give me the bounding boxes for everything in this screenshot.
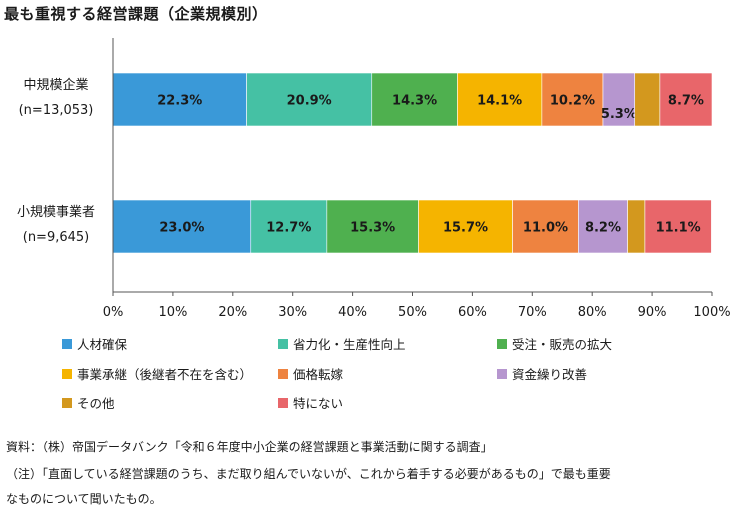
legend-swatch bbox=[278, 398, 288, 408]
x-tick-label: 40% bbox=[338, 305, 367, 320]
bar-segment bbox=[246, 72, 373, 127]
chart-title: 最も重視する経営課題（企業規模別） bbox=[4, 5, 268, 23]
bar-segment bbox=[578, 199, 628, 254]
data-label: 14.1% bbox=[477, 94, 522, 109]
data-label: 11.0% bbox=[523, 221, 568, 236]
x-tick-label: 80% bbox=[578, 305, 607, 320]
data-label: 20.9% bbox=[287, 94, 332, 109]
data-label: 10.2% bbox=[550, 94, 595, 109]
legend-label: 特にない bbox=[293, 396, 343, 411]
source-note: 資料：（株）帝国データバンク「令和６年度中小企業の経営課題と事業活動に関する調査… bbox=[6, 440, 493, 454]
bar-segment bbox=[326, 199, 419, 254]
bar-segment bbox=[512, 199, 579, 254]
data-label: 15.7% bbox=[443, 221, 488, 236]
data-label: 14.3% bbox=[392, 94, 437, 109]
legend-label: 資金繰り改善 bbox=[512, 367, 587, 382]
x-tick-label: 70% bbox=[518, 305, 547, 320]
x-tick-label: 10% bbox=[158, 305, 187, 320]
legend-label: 受注・販売の拡大 bbox=[512, 337, 612, 352]
x-tick-label: 20% bbox=[218, 305, 247, 320]
legend-label: 人材確保 bbox=[77, 337, 128, 352]
bar-segment bbox=[627, 199, 646, 254]
bar-segment bbox=[541, 72, 604, 127]
x-tick-label: 50% bbox=[398, 305, 427, 320]
x-tick-label: 90% bbox=[638, 305, 667, 320]
bar-segment bbox=[112, 199, 252, 254]
data-label: 8.2% bbox=[585, 221, 621, 236]
x-tick-label: 100% bbox=[693, 305, 730, 320]
bar-segment bbox=[659, 72, 713, 127]
legend-label: 省力化・生産性向上 bbox=[293, 337, 406, 352]
legend-swatch bbox=[497, 369, 507, 379]
data-label: 11.1% bbox=[656, 221, 701, 236]
bar-segment bbox=[602, 72, 636, 127]
bar-segment bbox=[418, 199, 513, 254]
stacked-bar-chart: 22.3% 20.9% 14.3% 14.1% 10.2% 5.3% 8.7% 中規模企業 (n… bbox=[17, 38, 731, 411]
legend-swatch bbox=[278, 339, 288, 349]
legend-swatch bbox=[62, 369, 72, 379]
category-n-label: (n=13,053) bbox=[19, 103, 94, 118]
bar-segment bbox=[457, 72, 543, 127]
note-line-2: なものについて聞いたもの。 bbox=[6, 492, 162, 506]
data-label: 5.3% bbox=[601, 107, 637, 122]
data-label: 12.7% bbox=[266, 221, 311, 236]
legend-label: 事業承継（後継者不在を含む） bbox=[77, 367, 252, 382]
legend-swatch bbox=[62, 398, 72, 408]
legend-label: その他 bbox=[77, 396, 115, 411]
x-tick-label: 0% bbox=[103, 305, 124, 320]
category-label: 小規模事業者 bbox=[17, 204, 95, 220]
category-n-label: (n=9,645) bbox=[23, 230, 90, 245]
data-label: 8.7% bbox=[668, 94, 704, 109]
legend-swatch bbox=[278, 369, 288, 379]
bar-segment bbox=[634, 72, 661, 127]
legend-swatch bbox=[62, 339, 72, 349]
data-label: 23.0% bbox=[159, 221, 204, 236]
x-tick-label: 60% bbox=[458, 305, 487, 320]
note-line-1: （注）「直面している経営課題のうち、まだ取り組んでいないが、これから着手する必要… bbox=[6, 467, 611, 481]
legend-label: 価格転嫁 bbox=[293, 367, 344, 382]
data-label: 15.3% bbox=[350, 221, 395, 236]
data-label: 22.3% bbox=[157, 94, 202, 109]
category-label: 中規模企業 bbox=[23, 77, 88, 93]
bar-segment bbox=[250, 199, 328, 254]
bar-segment bbox=[644, 199, 712, 254]
legend-swatch bbox=[497, 339, 507, 349]
x-tick-label: 30% bbox=[278, 305, 307, 320]
